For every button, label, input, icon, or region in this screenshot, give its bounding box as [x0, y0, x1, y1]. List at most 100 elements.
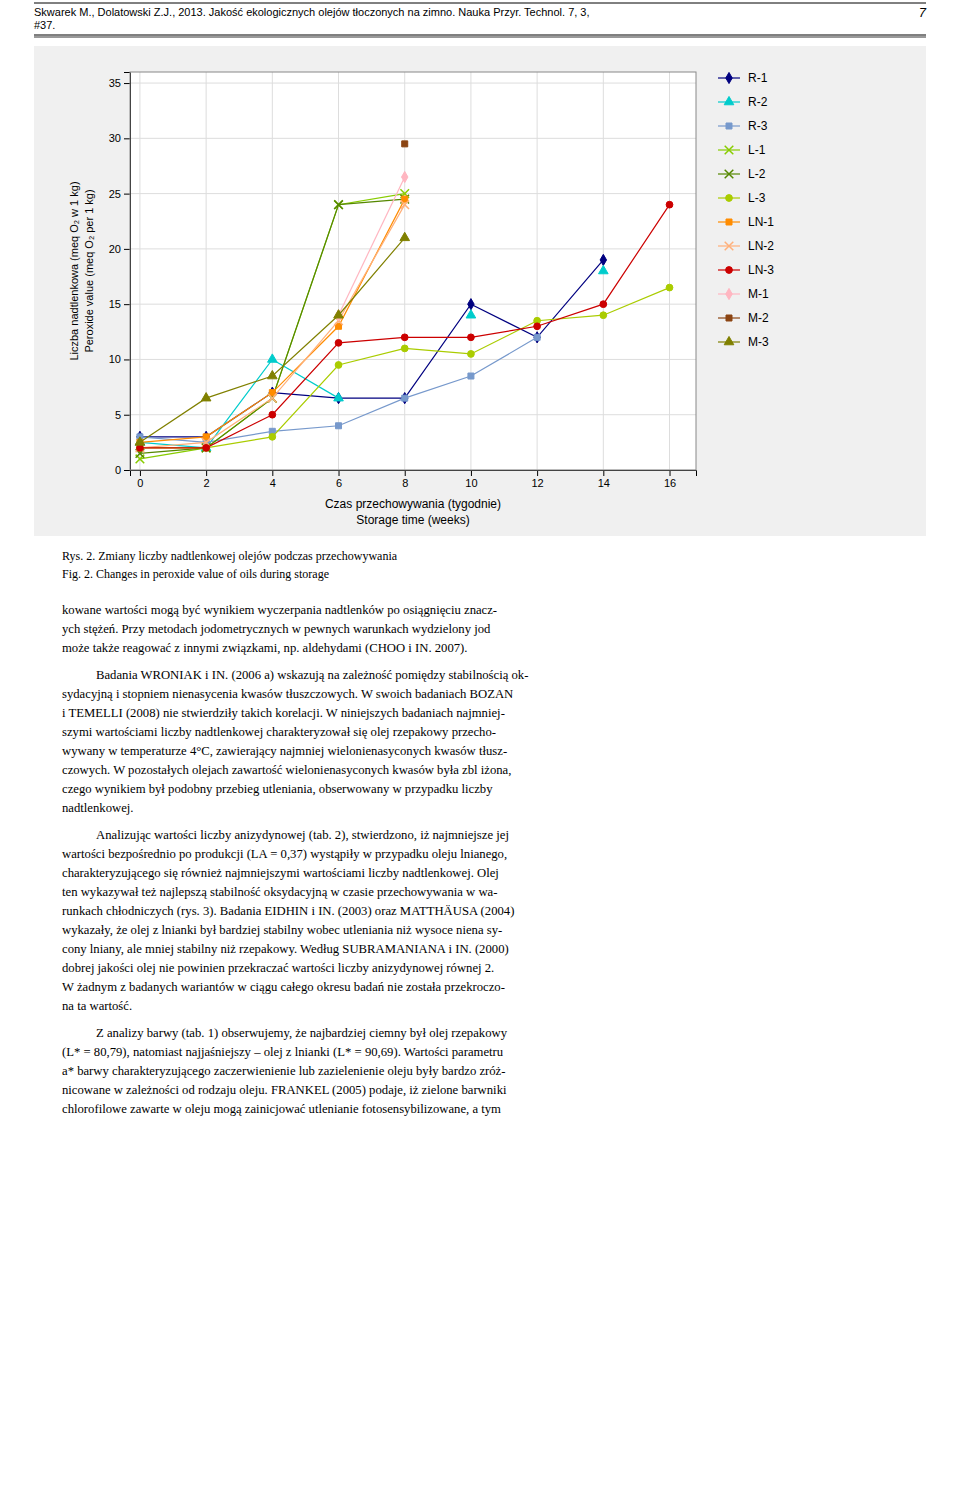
tick-mark [603, 470, 604, 476]
tick-mark [124, 194, 130, 195]
point [402, 196, 408, 202]
series [136, 195, 409, 458]
point [402, 171, 408, 182]
tick-label: 2 [204, 477, 210, 489]
legend-label: LN-2 [748, 239, 774, 253]
series [137, 196, 408, 445]
series [136, 200, 409, 452]
tick: 16 [664, 470, 676, 489]
body-line: cony lniany, ale mniej stabilny niż rzep… [62, 942, 509, 956]
tick-label: 12 [531, 477, 543, 489]
body-line: na ta wartość. [62, 999, 132, 1013]
legend-marker [724, 96, 734, 104]
series-line [140, 260, 603, 437]
caption-subtitle: Fig. 2. Changes in peroxide value of oil… [62, 567, 329, 581]
point [466, 310, 476, 318]
tick-mark [124, 470, 130, 471]
point [268, 354, 278, 362]
legend-marker [725, 146, 734, 155]
tick-mark [124, 304, 130, 305]
point [203, 445, 210, 452]
grid-line [130, 359, 696, 360]
body-line: charakteryzującego się również najmniejs… [62, 866, 499, 880]
tick-mark [339, 470, 340, 476]
tick-label: 20 [109, 243, 121, 255]
legend-item: L-1 [718, 143, 766, 157]
legend-label: LN-1 [748, 215, 774, 229]
point [468, 351, 475, 358]
body-line: ten wykazywał też najlepszą stabilność o… [62, 885, 497, 899]
tick-mark [124, 359, 130, 360]
body-line: Z analizy barwy (tab. 1) obserwujemy, że… [96, 1026, 508, 1040]
grid-line [130, 248, 696, 249]
series-line [140, 271, 603, 448]
tick: 5 [115, 409, 130, 421]
legend-item: M-2 [718, 311, 769, 325]
legend-label: M-2 [748, 311, 769, 325]
grid-line [470, 72, 471, 470]
tick-mark [124, 83, 130, 84]
tick-label: 15 [109, 298, 121, 310]
page: 7Skwarek M., Dolatowski Z.J., 2013. Jako… [0, 0, 960, 1496]
body-line: sydacyjną i stopniem nienasycenia kwasów… [62, 687, 513, 701]
point [468, 299, 474, 310]
tick-mark [471, 470, 472, 476]
tick: 0 [137, 470, 143, 489]
legend-marker [726, 267, 733, 274]
header-line: #37. [34, 19, 55, 31]
point [468, 373, 474, 379]
body-line: wykazały, że olej z lnianki był bardziej… [62, 923, 502, 937]
plot: 024681012141605101520253035 [109, 72, 697, 489]
point [402, 395, 408, 401]
point [336, 323, 342, 329]
rule [34, 35, 926, 36]
series-line [339, 177, 405, 315]
series-line [140, 194, 405, 459]
point [600, 312, 607, 319]
legend-item: LN-1 [718, 215, 774, 229]
legend-label: L-3 [748, 191, 766, 205]
tick-label: 35 [109, 77, 121, 89]
point [534, 334, 540, 340]
legend-item: M-1 [718, 287, 769, 301]
grid-line [272, 72, 273, 470]
tick: 20 [109, 243, 130, 255]
point [269, 411, 276, 418]
point [401, 345, 408, 352]
legend-label: M-1 [748, 287, 769, 301]
body-line: runkach chłodniczych (rys. 3). Badania E… [62, 904, 514, 918]
tick-mark [140, 470, 141, 476]
point [334, 310, 344, 318]
point [599, 265, 609, 273]
legend-item: L-3 [718, 191, 766, 205]
legend-marker [726, 219, 732, 225]
tick-mark [124, 415, 130, 416]
legend-item: L-2 [718, 167, 766, 181]
legend-item: R-3 [718, 119, 768, 133]
tick-label: 6 [336, 477, 342, 489]
series [136, 189, 409, 463]
rule [34, 3, 926, 4]
tick-label: 14 [598, 477, 610, 489]
tick-label: 5 [115, 409, 121, 421]
legend-label: M-3 [748, 335, 769, 349]
axis-line [131, 471, 697, 477]
tick-label: 16 [664, 477, 676, 489]
point [269, 433, 276, 440]
tick-mark [206, 470, 207, 476]
tick: 12 [531, 470, 543, 489]
grid-line [130, 193, 696, 194]
tick-label: 30 [109, 132, 121, 144]
page-number: 7 [919, 5, 927, 20]
point [666, 284, 673, 291]
grid-line [404, 72, 405, 470]
series-line [140, 337, 537, 442]
body-line: W żadnym z badanych wariantów w ciągu ca… [62, 980, 505, 994]
legend-item: M-3 [718, 335, 769, 349]
point [402, 141, 408, 147]
tick-label: 10 [109, 353, 121, 365]
point [401, 334, 408, 341]
tick-label: 0 [137, 477, 143, 489]
body-line: Badania WRONIAK i IN. (2006 a) wskazują … [96, 668, 528, 682]
legend-item: R-1 [718, 71, 768, 85]
